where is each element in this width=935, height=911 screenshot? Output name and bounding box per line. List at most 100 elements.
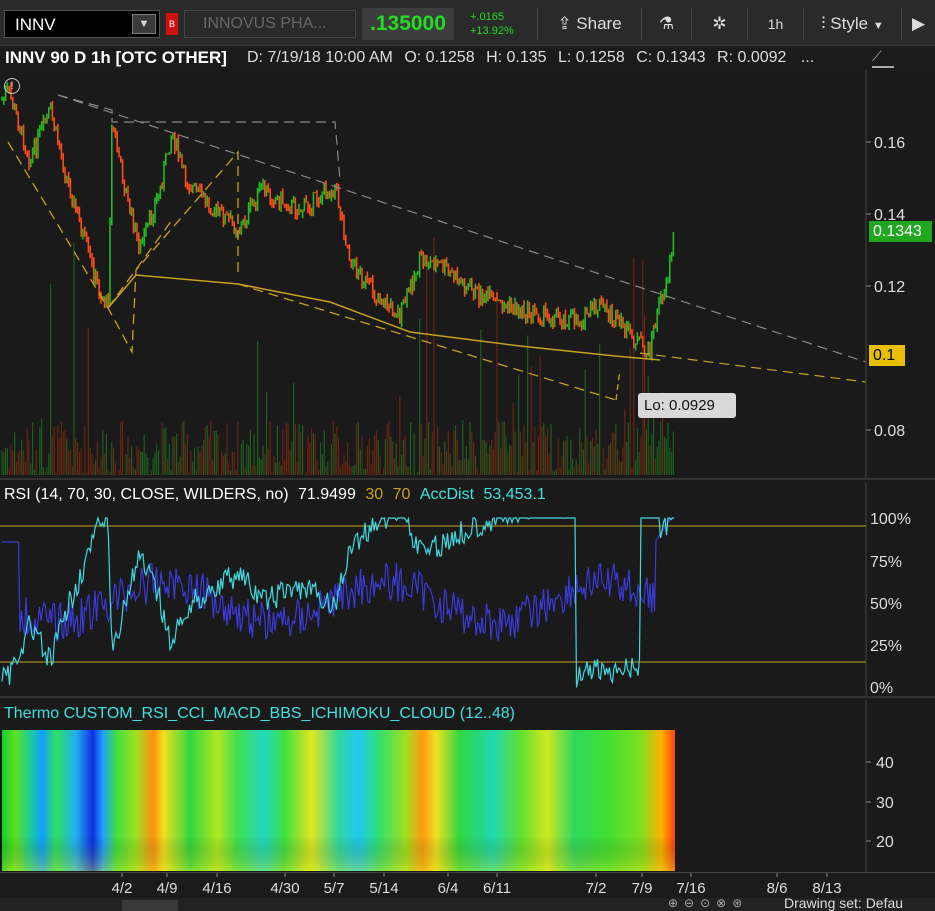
style-button[interactable]: ⫶ Style ▼ (803, 8, 901, 40)
x-axis-label: 4/9 (157, 880, 178, 897)
status-bar: ⊕⊖⊙⊗⊛ Drawing set: Defau (0, 895, 935, 911)
drawing-set-label[interactable]: Drawing set: Defau (784, 895, 904, 911)
x-axis-label: 4/30 (270, 880, 299, 897)
x-axis-label: 4/16 (202, 880, 231, 897)
alert-flag[interactable]: B (166, 13, 178, 35)
rsi-label: RSI (14, 70, 30, CLOSE, WILDERS, no) (4, 486, 289, 503)
bar-low: L: 0.1258 (558, 49, 625, 66)
x-axis-label: 6/4 (438, 880, 459, 897)
gear-icon: ✲ (712, 14, 727, 33)
price-axis-label: 0.16 (874, 135, 905, 152)
price-axis-label: 0.12 (874, 279, 905, 296)
yellow-support-line (107, 274, 661, 361)
gray-trendline (57, 94, 867, 363)
arrow-right-icon: ▶ (911, 14, 926, 33)
price-change: +.0165 +13.92% (470, 10, 514, 38)
last-price: .135000 (370, 12, 446, 35)
company-name: INNOVUS PHA... (184, 10, 356, 38)
chart-title: INNV 90 D 1h [OTC OTHER] (5, 48, 227, 67)
interval-button[interactable]: 1h (747, 8, 803, 40)
thermo-axis: 40 30 20 (866, 755, 894, 851)
yellow-dashed-leg (107, 219, 173, 309)
accdist-value: 53,453.1 (483, 486, 546, 503)
settings-button[interactable]: ✲ (691, 8, 747, 40)
bar-close: C: 0.1343 (636, 49, 706, 66)
x-axis-label: 5/7 (324, 880, 345, 897)
style-label: Style (830, 14, 869, 33)
scroll-handle[interactable] (122, 900, 178, 911)
x-axis-label: 8/13 (812, 880, 841, 897)
bar-range: R: 0.0092 (717, 49, 787, 66)
price-candles (1, 82, 675, 361)
rsi-axis-label: 100% (870, 511, 911, 528)
panel-divider[interactable] (0, 478, 935, 480)
candle-icon: ⫶ (821, 14, 826, 33)
thermo-panel[interactable]: 40 30 20 Thermo CUSTOM_RSI_CCI_MACD_BBS_IC… (0, 700, 935, 872)
yellow-dashed-extension (639, 352, 867, 383)
rsi-legend: RSI (14, 70, 30, CLOSE, WILDERS, no) 71.… (4, 486, 546, 504)
rsi-lines (1, 515, 674, 688)
rsi-axis-label: 25% (870, 638, 902, 655)
change-value: +.0165 (470, 11, 504, 23)
x-axis-label: 4/2 (112, 880, 133, 897)
price-axis-label: 0.14 (874, 207, 905, 224)
thermo-axis-label: 30 (876, 795, 894, 812)
price-panel[interactable]: 0.16 0.14 0.12 0.08 ! 0.1343 0.1 Lo: 0.0929 (0, 70, 935, 478)
accdist-line (2, 517, 674, 642)
price-axis-label: 0.08 (874, 423, 905, 440)
share-label: Share (576, 14, 622, 33)
chevron-down-icon: ▼ (872, 20, 884, 32)
thermo-heatmap-fade (2, 730, 675, 871)
rsi-ob: 30 (365, 486, 384, 503)
panel-divider[interactable] (0, 696, 935, 698)
x-axis-label: 7/2 (586, 880, 607, 897)
level-price-tag: 0.1 (869, 345, 905, 366)
more-info[interactable]: ... (800, 49, 815, 66)
chart-header: INNV 90 D 1h [OTC OTHER] D: 7/19/18 10:0… (0, 46, 935, 70)
nav-icons[interactable]: ⊕⊖⊙⊗⊛ (668, 896, 749, 910)
symbol-input[interactable]: INNV ▼ (4, 10, 160, 38)
yellow-dashed-pattern (7, 141, 239, 355)
rsi-panel[interactable]: 100% 75% 50% 25% 0% RSI (14, 70, 30, CLOSE, … (0, 482, 935, 697)
x-axis-label: 6/11 (483, 880, 511, 897)
info-circle-icon[interactable]: ! (4, 78, 20, 94)
top-toolbar: INNV ▼ B INNOVUS PHA... .135000 +.0165 +… (0, 0, 935, 46)
studies-button[interactable]: ⚗ (641, 8, 691, 40)
bar-high: H: 0.135 (486, 49, 547, 66)
trend-lines (7, 94, 867, 401)
accdist-label: AccDist (419, 486, 475, 503)
price-chart[interactable]: 0.16 0.14 0.12 0.08 (0, 70, 935, 478)
rsi-os: 70 (392, 486, 411, 503)
yellow-dashed-support (237, 283, 617, 401)
interval-label: 1h (767, 16, 784, 32)
symbol-text: INNV (15, 15, 56, 34)
share-button[interactable]: ⇪ Share (537, 8, 641, 40)
bar-open: O: 0.1258 (404, 49, 475, 66)
price-axis: 0.16 0.14 0.12 0.08 (865, 70, 905, 478)
x-axis-label: 7/16 (676, 880, 705, 897)
flask-icon: ⚗ (658, 14, 675, 33)
thermo-axis-label: 40 (876, 755, 894, 772)
expand-button[interactable]: ▶ (901, 8, 935, 40)
x-axis-label: 5/14 (369, 880, 398, 897)
bar-date: D: 7/19/18 10:00 AM (247, 49, 393, 66)
x-axis-labels: 4/2 4/9 4/16 4/30 5/7 5/14 6/4 6/11 7/2 7/9 7/16 8/… (112, 873, 842, 897)
last-price-tag: 0.1343 (869, 221, 932, 242)
rsi-value: 71.9499 (298, 486, 356, 503)
thermo-chart[interactable]: 40 30 20 (0, 700, 935, 872)
symbol-dropdown-icon[interactable]: ▼ (132, 14, 156, 34)
thermo-label: Thermo CUSTOM_RSI_CCI_MACD_BBS_ICHIMOKU_… (4, 705, 515, 722)
rsi-axis-label: 0% (870, 680, 893, 696)
rsi-axis: 100% 75% 50% 25% 0% (0, 482, 911, 697)
x-axis-label: 7/9 (632, 880, 653, 897)
gray-dashed-channel (57, 94, 341, 181)
rsi-axis-label: 50% (870, 596, 902, 613)
low-bubble: Lo: 0.0929 (638, 393, 736, 418)
rsi-line (1, 515, 674, 688)
rsi-chart[interactable]: 100% 75% 50% 25% 0% (0, 482, 935, 697)
drawing-tool-icon[interactable]: ⟋ (872, 48, 894, 68)
thermo-axis-label: 20 (876, 834, 894, 851)
volume-bars (1, 237, 675, 475)
x-axis[interactable]: 4/2 4/9 4/16 4/30 5/7 5/14 6/4 6/11 7/2 7/9 7/16 8/… (0, 872, 935, 898)
change-percent: +13.92% (470, 25, 514, 37)
